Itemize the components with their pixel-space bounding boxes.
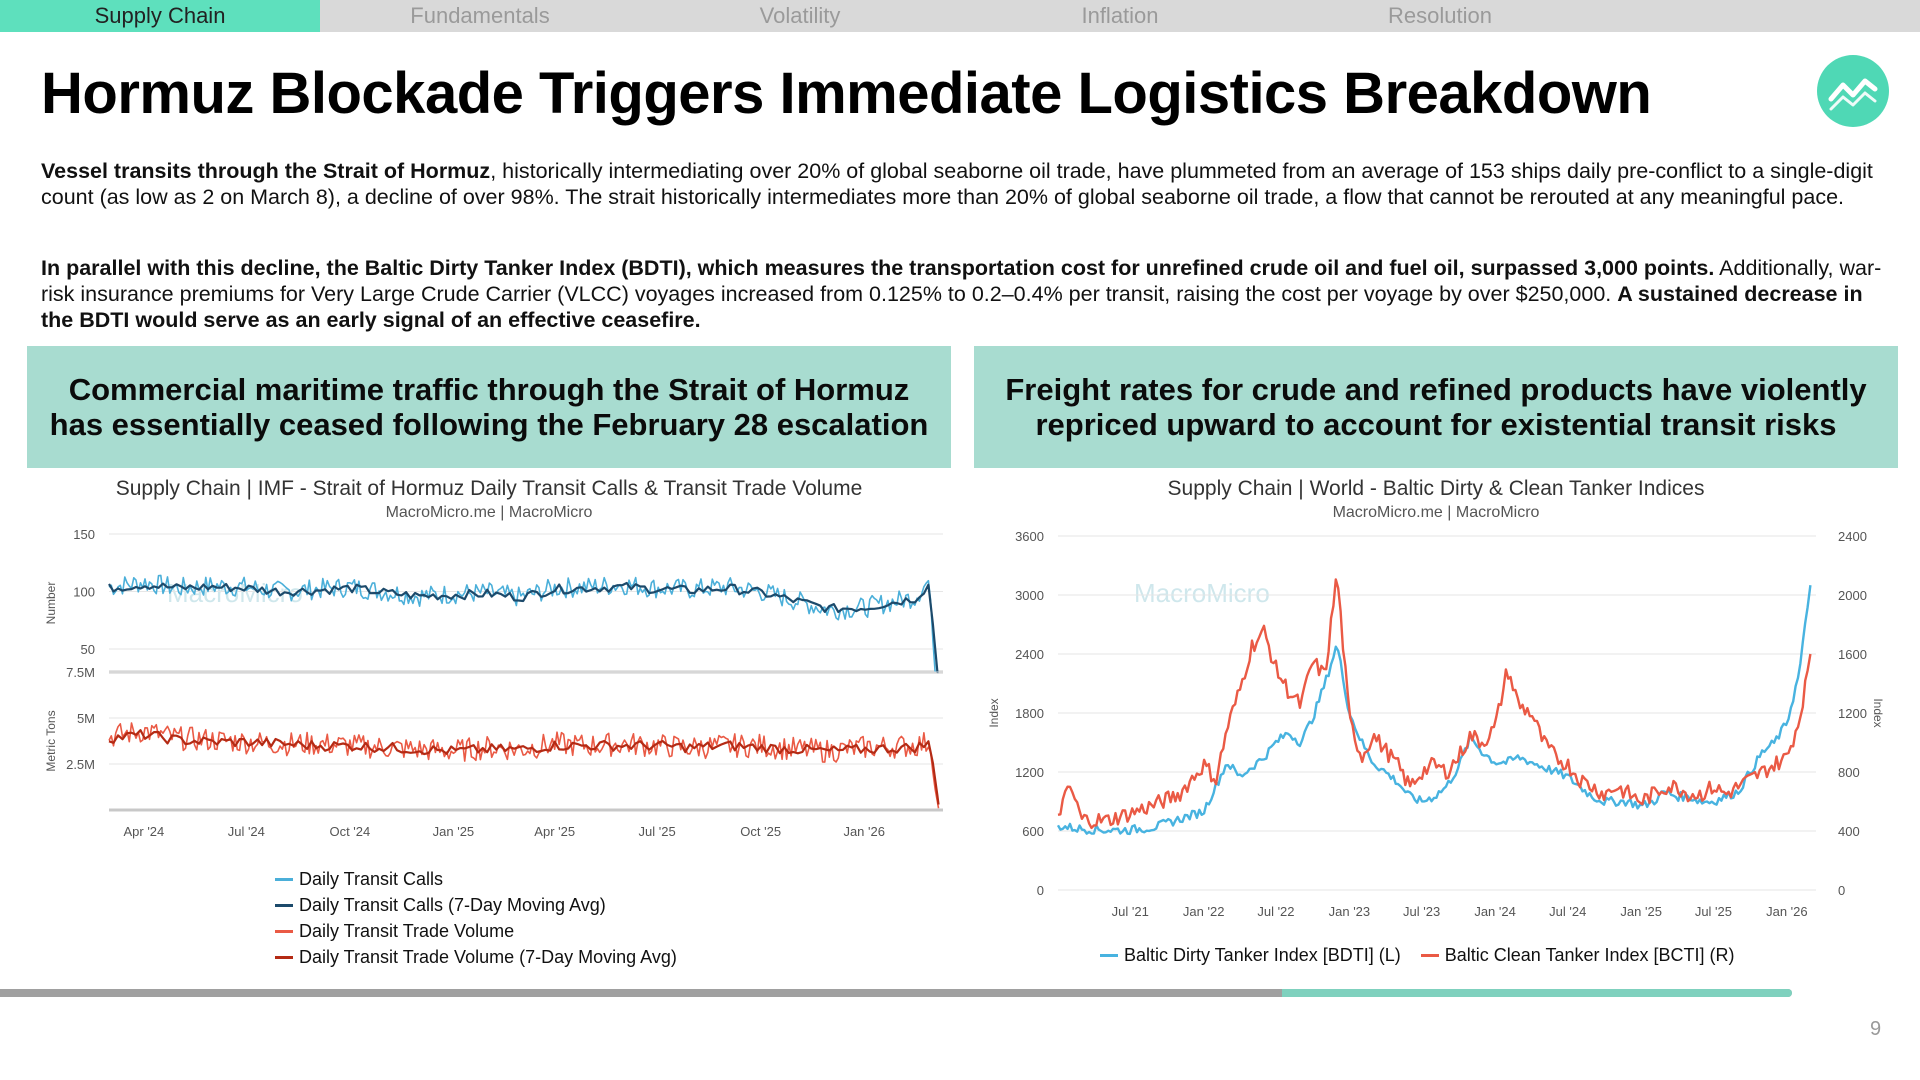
legend-swatch [275,903,293,907]
legend-swatch [275,877,293,881]
y-tick-label: 50 [81,642,95,657]
y-tick-label: 100 [73,585,95,600]
page-title: Hormuz Blockade Triggers Immediate Logis… [41,61,1652,126]
series-line [108,729,940,805]
legend-label: Daily Transit Trade Volume [299,920,515,941]
tanker-index-panel: Freight rates for crude and refined prod… [974,346,1898,959]
x-tick-label: Jul '21 [1112,904,1149,919]
bdti-bold-signal: A sustained decrease in the BDTI would s… [41,282,1863,332]
page-number: 9 [1870,1018,1882,1040]
y2-tick-label: 2000 [1838,588,1867,603]
intro-text: , historically intermediating over 20% o… [41,159,1873,209]
y-tick-label: 7.5M [66,665,95,680]
tab-supply-chain[interactable]: Supply Chain [0,0,320,32]
y-tick-label: 3000 [1015,588,1044,603]
x-tick-label: Oct '25 [740,824,781,839]
y-tick-label: 600 [1022,824,1044,839]
legend-swatch [1100,953,1118,957]
hormuz-transit-chart: MacroMicro 50100150Number2.5M5M7.5MMetri… [44,527,943,839]
x-tick-label: Jan '24 [1474,904,1516,919]
x-tick-label: Jan '22 [1183,904,1225,919]
y2-tick-label: 1600 [1838,647,1867,662]
legend-item-daily-transit-calls[interactable]: Daily Transit Calls [275,866,677,892]
hormuz-transit-panel: Commercial maritime traffic through the … [27,346,951,885]
x-tick-label: Jul '23 [1403,904,1440,919]
series-line [108,581,939,674]
legend-label: Baltic Dirty Tanker Index [BDTI] (L) [1124,944,1401,965]
legend-swatch [275,955,293,959]
intro-paragraph: Vessel transits through the Strait of Ho… [41,158,1886,210]
x-tick-label: Jan '26 [1766,904,1808,919]
y-axis-label: Number [44,582,58,625]
y2-tick-label: 2400 [1838,529,1867,544]
series-line [108,574,939,673]
tab-volatility[interactable]: Volatility [759,3,841,28]
y-tick-label: 0 [1037,883,1044,898]
legend-item-bcti[interactable]: Baltic Clean Tanker Index [BCTI] (R) [1420,942,1735,968]
x-tick-label: Jul '22 [1257,904,1294,919]
y2-tick-label: 800 [1838,765,1860,780]
legend-item-bdti[interactable]: Baltic Dirty Tanker Index [BDTI] (L) [1100,942,1401,968]
x-tick-label: Apr '24 [123,824,164,839]
hormuz-panel-header: Commercial maritime traffic through the … [27,346,951,468]
legend-label: Daily Transit Calls [299,868,444,889]
y-tick-label: 1200 [1015,765,1044,780]
legend-item-daily-trade-volume-ma[interactable]: Daily Transit Trade Volume (7-Day Moving… [275,944,677,970]
section-tabs: Supply Chain Fundamentals Volatility Inf… [0,0,1920,32]
y2-tick-label: 0 [1838,883,1845,898]
tanker-index-chart: MacroMicro 0 600 1200 1800 2400 3000 3600 0 400 8… [987,529,1885,919]
bdti-text: Additionally, war-risk insurance premium… [41,256,1882,306]
x-tick-label: Jan '25 [433,824,475,839]
tab-fundamentals[interactable]: Fundamentals [410,3,550,28]
legend-label: Baltic Clean Tanker Index [BCTI] (R) [1444,944,1735,965]
x-tick-label: Jan '26 [843,824,885,839]
series-line [108,722,940,809]
y-tick-label: 3600 [1015,529,1044,544]
hormuz-legend: Daily Transit Calls Daily Transit Calls … [275,866,677,970]
x-tick-label: Apr '25 [534,824,575,839]
tanker-panel-header: Freight rates for crude and refined prod… [974,346,1898,468]
x-tick-label: Jul '25 [639,824,676,839]
tab-inflation[interactable]: Inflation [1081,3,1159,28]
macromicro-logo [1817,55,1889,127]
chart-trend-icon [1828,78,1878,111]
tanker-chart-source: MacroMicro.me | MacroMicro [1332,504,1540,521]
y-axis-label: Index [987,698,1001,727]
x-tick-label: Jul '24 [1549,904,1586,919]
tanker-legend: Baltic Dirty Tanker Index [BDTI] (L) Bal… [1100,942,1735,968]
legend-swatch [1420,953,1439,957]
x-tick-label: Jul '24 [228,824,265,839]
legend-item-daily-transit-calls-ma[interactable]: Daily Transit Calls (7-Day Moving Avg) [275,892,677,918]
y-tick-label: 2400 [1015,647,1044,662]
x-tick-label: Jan '25 [1620,904,1662,919]
y2-axis-label: Index [1871,698,1885,727]
tab-bar-filler [1600,0,1920,32]
deck-progress-bar [0,989,1792,997]
x-tick-label: Jan '23 [1329,904,1371,919]
y-tick-label: 5M [77,711,95,726]
legend-label: Daily Transit Trade Volume (7-Day Moving… [299,946,677,967]
x-tick-label: Jul '25 [1695,904,1732,919]
legend-item-daily-trade-volume[interactable]: Daily Transit Trade Volume [275,918,677,944]
tanker-chart-title: Supply Chain | World - Baltic Dirty & Cl… [1167,477,1705,500]
hormuz-chart-source: MacroMicro.me | MacroMicro [385,504,593,521]
hormuz-chart-title: Supply Chain | IMF - Strait of Hormuz Da… [115,477,863,500]
bdti-paragraph: In parallel with this decline, the Balti… [41,255,1886,333]
bdti-bold-lead: In parallel with this decline, the Balti… [41,256,1715,280]
tab-resolution[interactable]: Resolution [1388,3,1492,28]
x-tick-label: Oct '24 [329,824,370,839]
y-tick-label: 150 [73,527,95,542]
legend-swatch [275,929,293,933]
watermark-right: MacroMicro [1134,578,1270,608]
y-axis-label: Metric Tons [44,710,58,771]
legend-label: Daily Transit Calls (7-Day Moving Avg) [299,894,606,915]
intro-bold: Vessel transits through the Strait of Ho… [41,159,491,183]
y-tick-label: 2.5M [66,757,95,772]
y2-tick-label: 400 [1838,824,1860,839]
series-line [1057,578,1812,830]
y2-tick-label: 1200 [1838,706,1867,721]
deck-progress-fill [1282,989,1792,997]
y-tick-label: 1800 [1015,706,1044,721]
